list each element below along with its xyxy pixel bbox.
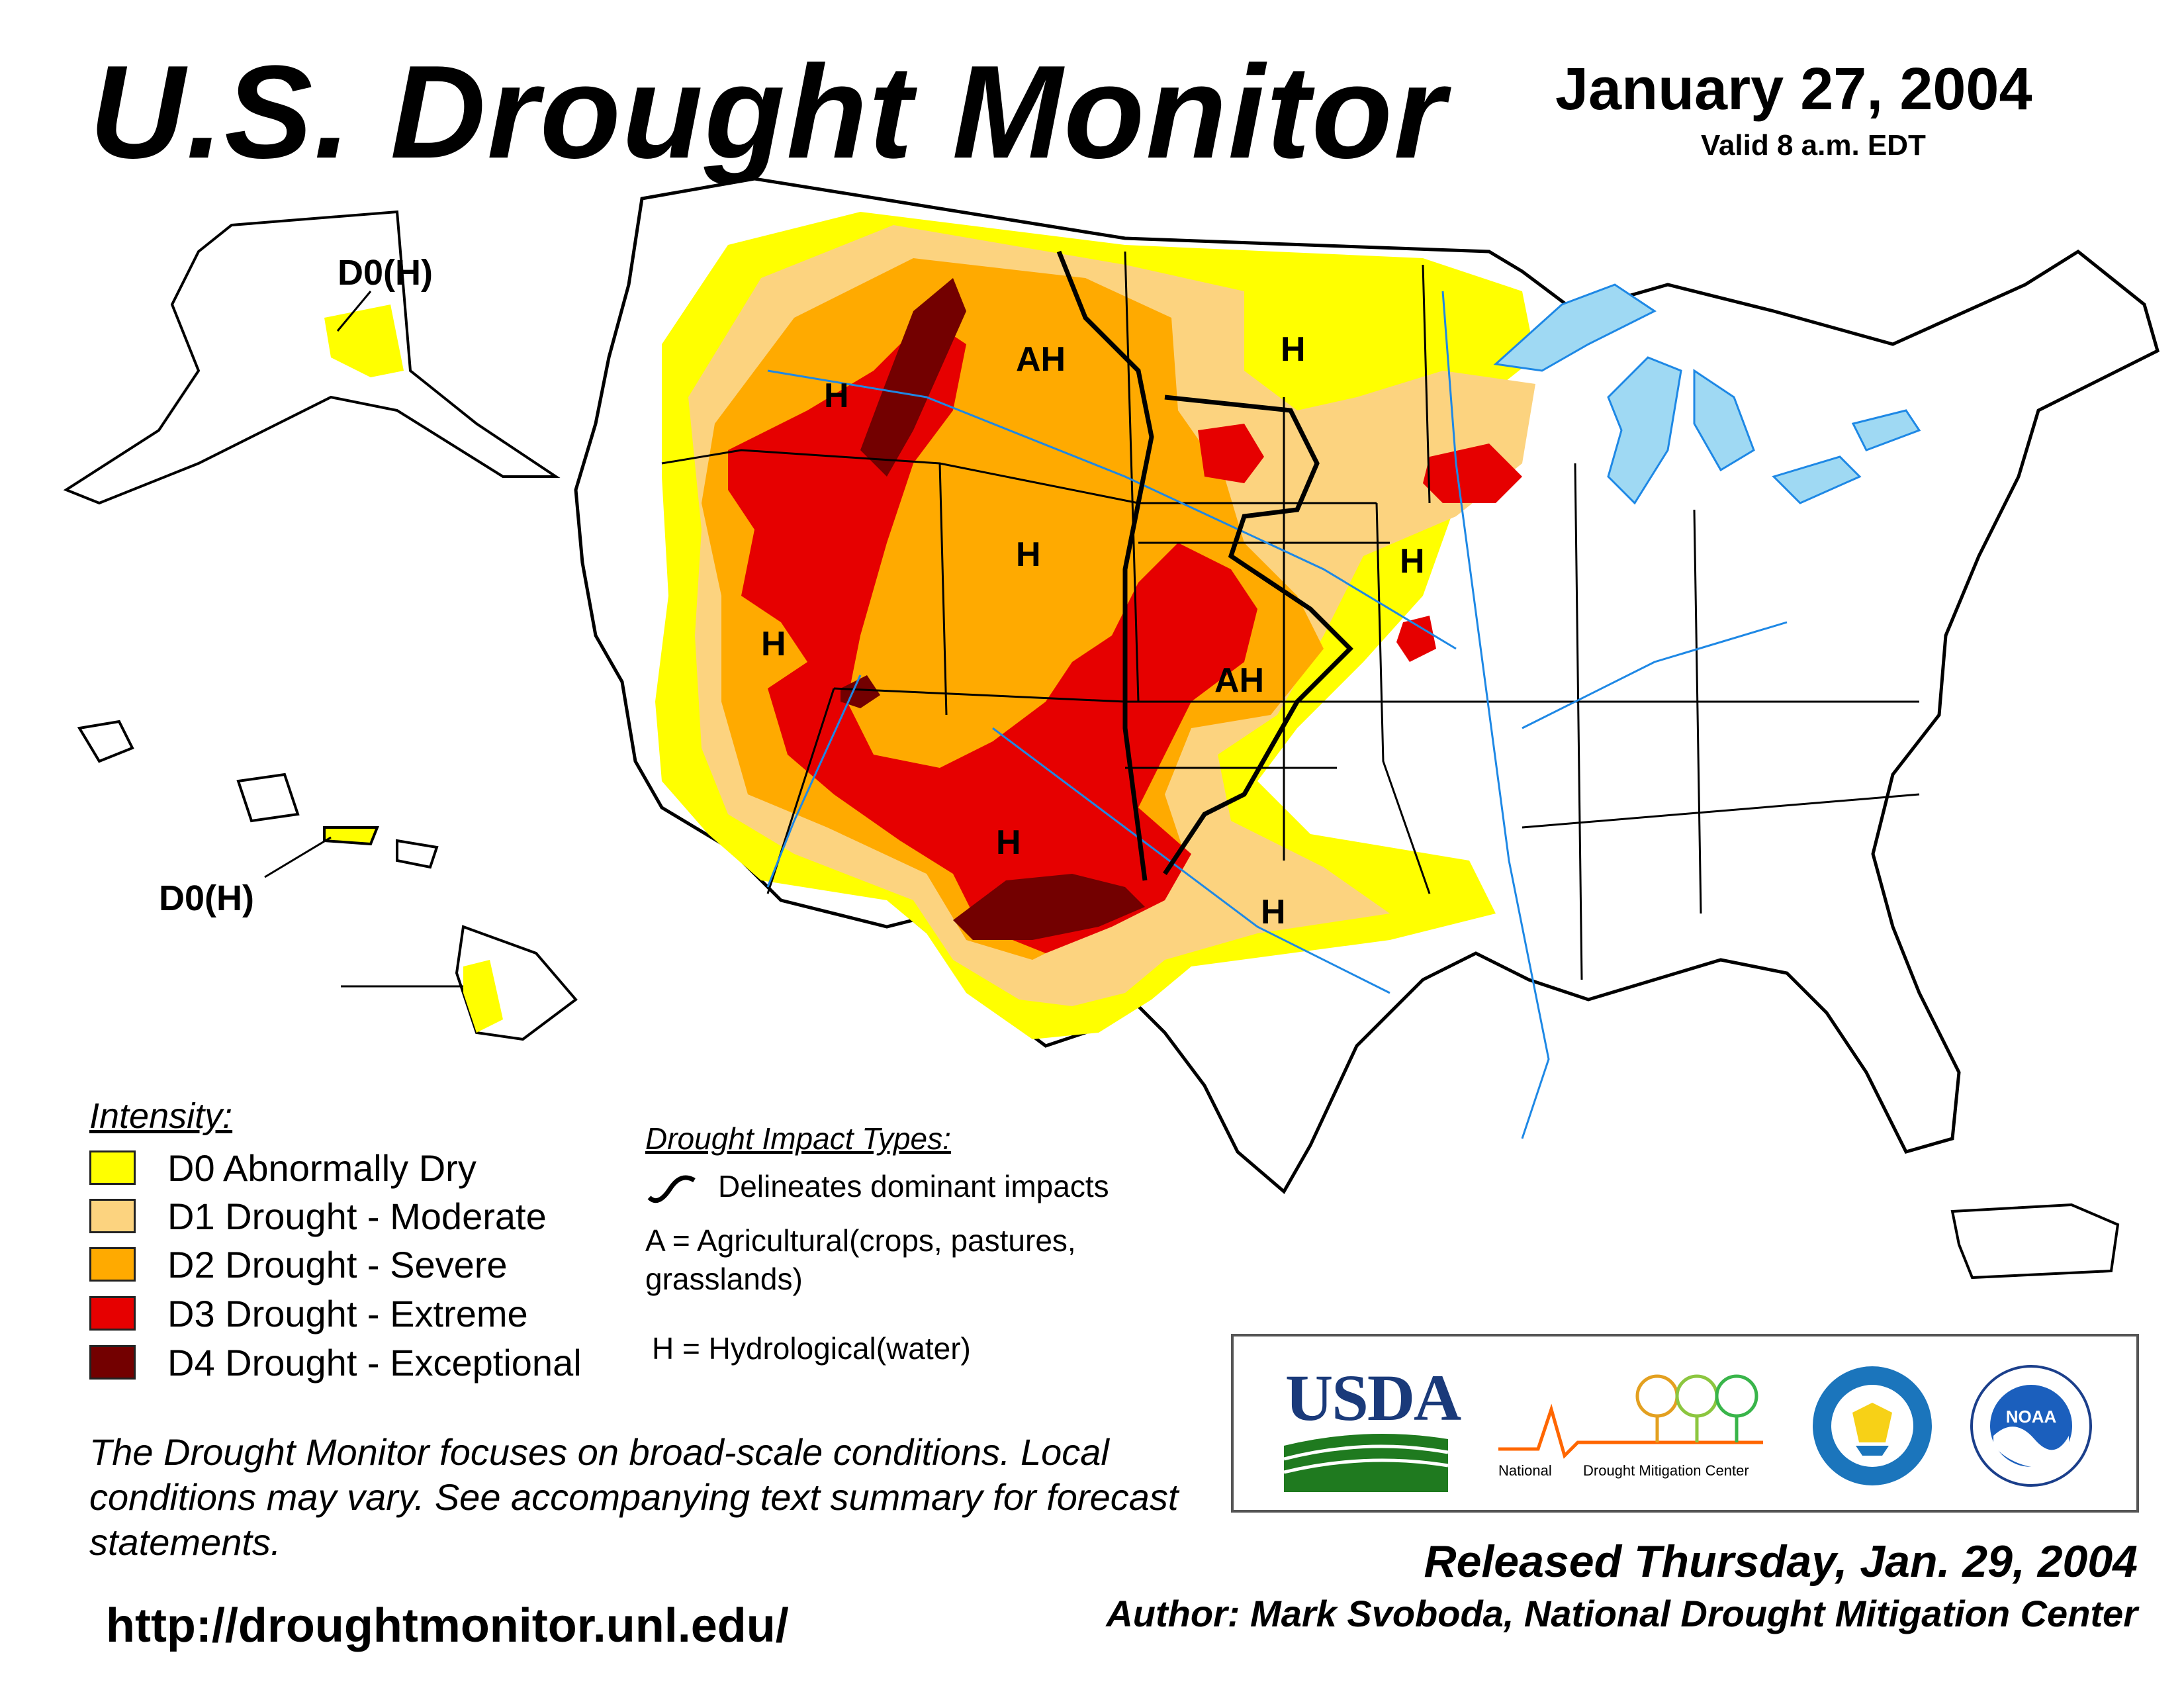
label-montana: AH	[1016, 340, 1066, 379]
legend-swatch	[89, 1150, 136, 1185]
label-texas: H	[1261, 893, 1286, 931]
legend-heading: Intensity:	[89, 1096, 233, 1136]
legend-label: D3 Drought - Extreme	[167, 1292, 528, 1335]
ndmc-text-national: National	[1498, 1462, 1552, 1479]
noaa-logo: NOAA	[1968, 1363, 2094, 1489]
author: Author: Mark Svoboda, National Drought M…	[1106, 1593, 2138, 1634]
legend-label: D1 Drought - Moderate	[167, 1195, 547, 1237]
zone-d3-iowa	[1396, 616, 1436, 662]
legend-swatch	[89, 1296, 136, 1331]
rivers	[766, 291, 1788, 1139]
map-date: January 27, 2004	[1555, 56, 2032, 122]
label-alaska: D0(H)	[338, 253, 433, 293]
label-nevada: H	[761, 625, 786, 663]
puerto-rico	[1950, 1203, 2120, 1280]
ndmc-text-center: Drought Mitigation Center	[1583, 1462, 1749, 1479]
page-title: U.S. Drought Monitor	[89, 38, 1447, 186]
legend-label: D4 Drought - Exceptional	[167, 1341, 582, 1383]
impact-heading: Drought Impact Types:	[645, 1121, 951, 1156]
zone-d3-minn	[1423, 444, 1522, 503]
url-link[interactable]: http://droughtmonitor.unl.edu/	[106, 1599, 789, 1652]
zone-d3	[728, 318, 1257, 953]
logo-box: USDA National Drought Mitigation Center	[1231, 1334, 2139, 1513]
ndmc-logo: National Drought Mitigation Center	[1498, 1370, 1776, 1482]
legend-swatch	[89, 1345, 136, 1380]
disclaimer: The Drought Monitor focuses on broad-sca…	[89, 1431, 1179, 1563]
hawaii-d0	[463, 960, 503, 1033]
label-pacific-nw: H	[824, 377, 849, 415]
zone-d4-ut	[841, 675, 880, 708]
zone-d4	[860, 278, 966, 477]
label-kansas: AH	[1214, 661, 1264, 700]
legend-item-d3: D3 Drought - Extreme	[89, 1292, 528, 1335]
impact-line-label: Delineates dominant impacts	[718, 1169, 1109, 1203]
hawaii	[77, 720, 578, 1041]
legend-item-d4: D4 Drought - Exceptional	[89, 1341, 582, 1383]
release-date: Released Thursday, Jan. 29, 2004	[1424, 1536, 2138, 1587]
valid-time: Valid 8 a.m. EDT	[1701, 129, 1926, 162]
impact-lines	[1056, 250, 1353, 881]
legend-label: D2 Drought - Severe	[167, 1243, 508, 1286]
great-lakes	[1493, 283, 1921, 505]
legend-swatch	[89, 1247, 136, 1282]
zone-d4-sw	[953, 874, 1145, 940]
noaa-logo-text: NOAA	[2006, 1407, 2057, 1427]
impact-agricultural: A = Agricultural(crops, pastures, grassl…	[645, 1223, 1076, 1296]
usda-logo-text: USDA	[1285, 1361, 1461, 1434]
state-borders	[661, 251, 1920, 980]
doc-seal	[1809, 1363, 1935, 1489]
legend-item-d0: D0 Abnormally Dry	[89, 1147, 477, 1189]
label-iowa-minn: H	[1400, 542, 1425, 581]
legend-item-d1: D1 Drought - Moderate	[89, 1195, 547, 1237]
impact-line-icon	[647, 1175, 696, 1203]
alaska-leader	[336, 291, 372, 332]
impact-hydrological: H = Hydrological(water)	[652, 1331, 971, 1366]
label-north-dakota: H	[1281, 330, 1306, 369]
legend-label: D0 Abnormally Dry	[167, 1147, 477, 1189]
zone-d3-nd	[1198, 424, 1264, 483]
legend-swatch	[89, 1199, 136, 1233]
legend-item-d2: D2 Drought - Severe	[89, 1243, 508, 1286]
label-new-mexico: H	[996, 823, 1021, 862]
label-colorado: H	[1016, 536, 1041, 574]
hawaii-leader	[264, 836, 332, 878]
usda-logo: USDA	[1280, 1360, 1461, 1492]
label-hawaii: D0(H)	[159, 878, 254, 918]
alaska	[63, 210, 561, 505]
